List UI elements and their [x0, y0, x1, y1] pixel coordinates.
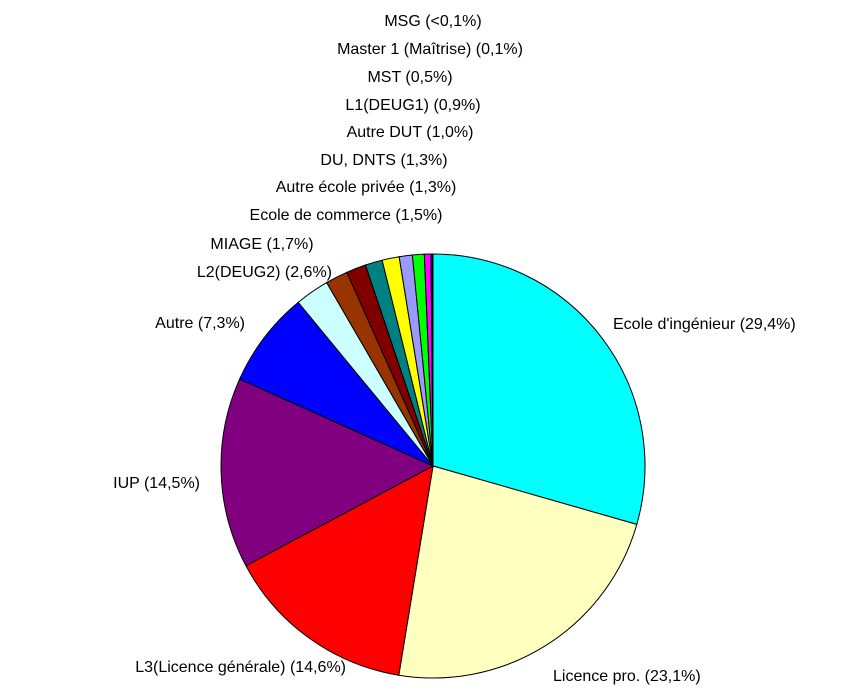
value-label: (2,6%) — [285, 264, 332, 281]
slice-label: L2(DEUG2) (2,6%) — [197, 264, 332, 281]
category-name: Ecole d'ingénieur — [613, 316, 736, 333]
value-label: (14,5%) — [144, 475, 200, 492]
category-name: L1(DEUG1) — [345, 97, 429, 114]
value-label: (23,1%) — [645, 668, 701, 685]
value-label: (1,7%) — [266, 236, 313, 253]
category-name: DU, DNTS — [320, 152, 396, 169]
slice-label: Master 1 (Maîtrise) (0,1%) — [337, 41, 523, 58]
category-name: L2(DEUG2) — [197, 264, 281, 281]
value-label: (0,9%) — [433, 97, 480, 114]
slice-label: Autre DUT (1,0%) — [347, 124, 474, 141]
slice-label: Ecole d'ingénieur (29,4%) — [613, 316, 796, 333]
value-label: (0,1%) — [476, 41, 523, 58]
value-label: (1,3%) — [400, 152, 447, 169]
value-label: (0,5%) — [405, 69, 452, 86]
category-name: Master 1 (Maîtrise) — [337, 41, 471, 58]
value-label: (<0,1%) — [425, 13, 481, 30]
slice-label: MST (0,5%) — [367, 69, 452, 86]
slice-label: L1(DEUG1) (0,9%) — [345, 97, 480, 114]
category-name: Autre DUT — [347, 124, 423, 141]
value-label: (14,6%) — [290, 659, 346, 676]
pie-slice — [431, 253, 434, 467]
slice-label: IUP (14,5%) — [113, 475, 200, 492]
category-name: Autre école privée — [276, 179, 405, 196]
slice-label: Autre école privée (1,3%) — [276, 179, 457, 196]
pie-slice — [398, 465, 638, 679]
slice-label: MIAGE (1,7%) — [210, 236, 313, 253]
slice-label: Autre (7,3%) — [155, 315, 245, 332]
slice-label: Licence pro. (23,1%) — [553, 668, 701, 685]
value-label: (7,3%) — [198, 315, 245, 332]
category-name: Licence pro. — [553, 668, 640, 685]
category-name: MIAGE — [210, 236, 262, 253]
slice-label: L3(Licence générale) (14,6%) — [135, 659, 346, 676]
value-label: (1,5%) — [395, 207, 442, 224]
slice-label: Ecole de commerce (1,5%) — [250, 207, 443, 224]
value-label: (1,0%) — [426, 124, 473, 141]
category-name: L3(Licence générale) — [135, 659, 285, 676]
category-name: Ecole de commerce — [250, 207, 391, 224]
pie-slice — [220, 378, 435, 567]
category-name: MST — [367, 69, 401, 86]
slice-label: DU, DNTS (1,3%) — [320, 152, 447, 169]
category-name: IUP — [113, 475, 139, 492]
value-label: (29,4%) — [740, 316, 796, 333]
value-label: (1,3%) — [409, 179, 456, 196]
slice-label: MSG (<0,1%) — [384, 13, 481, 30]
category-name: Autre — [155, 315, 193, 332]
pie-slice — [432, 253, 646, 526]
pie-slice — [245, 465, 434, 676]
pie-slice — [238, 301, 434, 467]
category-name: MSG — [384, 13, 420, 30]
